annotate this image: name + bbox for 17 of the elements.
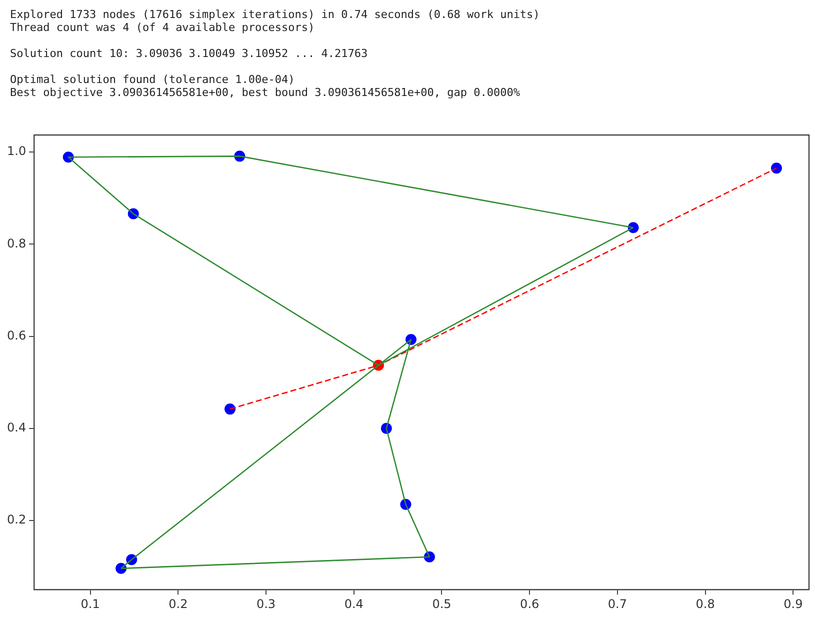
y-tick-label: 0.2 <box>6 512 26 527</box>
x-tick-label: 0.7 <box>608 596 628 611</box>
x-tick-label: 0.2 <box>168 596 188 611</box>
x-tick-label: 0.9 <box>784 596 803 611</box>
x-tick-label: 0.8 <box>696 596 715 611</box>
y-tick-label: 0.4 <box>6 420 26 435</box>
text: Optimal solution found (tolerance 1.00e-04) Best objective 3.090361456581e+00, best bound 3.090361456581e+00, gap 0.0000% <box>10 73 521 99</box>
y-tick-label: 0.6 <box>6 328 26 342</box>
text: Solution count 10: 3.09036 3.10049 3.10952 ... 4.21763 <box>10 47 369 60</box>
x-tick-label: 0.3 <box>256 596 276 611</box>
text: Explored 1733 nodes (17616 simplex iterations) in 0.74 seconds (0.68 work units) Thread count was 4 (of 4 available processors) <box>10 8 541 34</box>
x-tick-label: 0.5 <box>432 596 452 611</box>
y-tick-label: 0.8 <box>6 236 26 250</box>
x-tick-label: 0.4 <box>344 596 364 611</box>
x-tick-label: 0.6 <box>520 596 540 611</box>
y-tick-label: 1.0 <box>6 144 26 158</box>
x-tick-label: 0.1 <box>80 596 100 611</box>
